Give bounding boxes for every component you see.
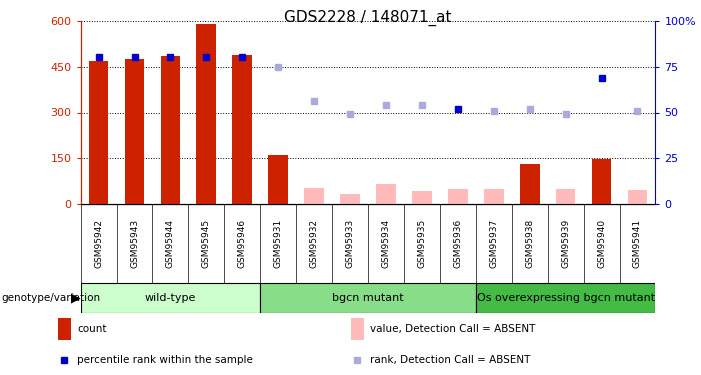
- Text: GSM95938: GSM95938: [525, 219, 534, 268]
- Bar: [556, 189, 576, 204]
- Text: GSM95946: GSM95946: [238, 219, 247, 268]
- Bar: [340, 194, 360, 204]
- Text: bgcn mutant: bgcn mutant: [332, 293, 404, 303]
- Text: value, Detection Call = ABSENT: value, Detection Call = ABSENT: [370, 324, 536, 334]
- Bar: [260, 283, 476, 313]
- Bar: [125, 59, 144, 204]
- Text: wild-type: wild-type: [144, 293, 196, 303]
- Text: GSM95937: GSM95937: [489, 219, 498, 268]
- Text: GSM95945: GSM95945: [202, 219, 211, 268]
- Text: GSM95935: GSM95935: [417, 219, 426, 268]
- Bar: [592, 159, 611, 204]
- Text: GSM95936: GSM95936: [454, 219, 463, 268]
- Text: GSM95942: GSM95942: [94, 219, 103, 268]
- Bar: [196, 24, 216, 204]
- Bar: [81, 283, 260, 313]
- Bar: [484, 189, 503, 204]
- Bar: [520, 164, 540, 204]
- Text: ▶: ▶: [71, 292, 81, 304]
- Bar: [89, 61, 109, 204]
- Text: GSM95943: GSM95943: [130, 219, 139, 268]
- Text: Os overexpressing bgcn mutant: Os overexpressing bgcn mutant: [477, 293, 655, 303]
- Text: percentile rank within the sample: percentile rank within the sample: [77, 355, 253, 365]
- Bar: [350, 318, 364, 340]
- Bar: [161, 56, 180, 204]
- Text: GDS2228 / 148071_at: GDS2228 / 148071_at: [285, 9, 451, 26]
- Text: genotype/variation: genotype/variation: [1, 293, 100, 303]
- Text: GSM95931: GSM95931: [273, 219, 283, 268]
- Text: GSM95932: GSM95932: [310, 219, 319, 268]
- Text: GSM95934: GSM95934: [381, 219, 390, 268]
- Bar: [57, 318, 72, 340]
- Text: GSM95940: GSM95940: [597, 219, 606, 268]
- Text: GSM95939: GSM95939: [561, 219, 570, 268]
- Bar: [448, 189, 468, 204]
- Text: GSM95933: GSM95933: [346, 219, 355, 268]
- Bar: [412, 190, 432, 204]
- Text: GSM95941: GSM95941: [633, 219, 642, 268]
- Bar: [233, 55, 252, 204]
- Text: rank, Detection Call = ABSENT: rank, Detection Call = ABSENT: [370, 355, 531, 365]
- Bar: [476, 283, 655, 313]
- Bar: [376, 184, 396, 204]
- Bar: [627, 190, 647, 204]
- Bar: [304, 188, 324, 204]
- Bar: [268, 155, 288, 204]
- Text: count: count: [77, 324, 107, 334]
- Text: GSM95944: GSM95944: [166, 219, 175, 268]
